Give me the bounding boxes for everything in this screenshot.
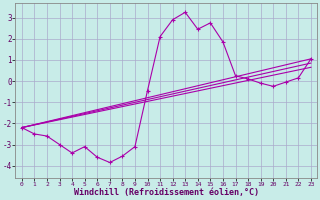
X-axis label: Windchill (Refroidissement éolien,°C): Windchill (Refroidissement éolien,°C): [74, 188, 259, 197]
